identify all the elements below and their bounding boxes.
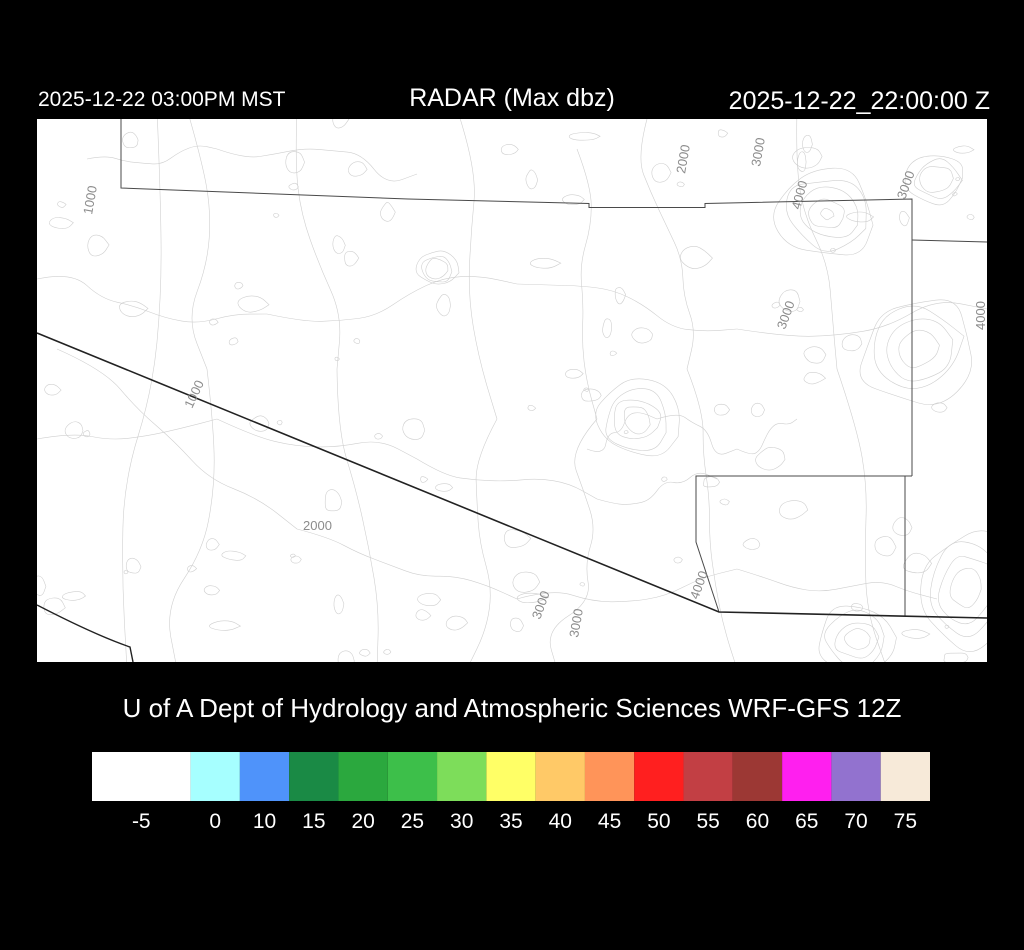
- svg-text:20: 20: [351, 810, 374, 833]
- svg-text:4000: 4000: [973, 301, 987, 330]
- svg-text:25: 25: [401, 810, 424, 833]
- svg-text:30: 30: [450, 810, 473, 833]
- svg-text:75: 75: [894, 810, 917, 833]
- svg-text:45: 45: [598, 810, 621, 833]
- svg-text:0: 0: [209, 810, 221, 833]
- svg-text:-5: -5: [132, 810, 151, 833]
- svg-text:40: 40: [549, 810, 572, 833]
- svg-text:55: 55: [696, 810, 719, 833]
- svg-text:70: 70: [844, 810, 867, 833]
- svg-text:50: 50: [647, 810, 670, 833]
- svg-text:65: 65: [795, 810, 818, 833]
- svg-text:2000: 2000: [303, 518, 332, 533]
- svg-text:15: 15: [302, 810, 325, 833]
- svg-text:35: 35: [499, 810, 522, 833]
- svg-text:10: 10: [253, 810, 276, 833]
- svg-text:60: 60: [746, 810, 769, 833]
